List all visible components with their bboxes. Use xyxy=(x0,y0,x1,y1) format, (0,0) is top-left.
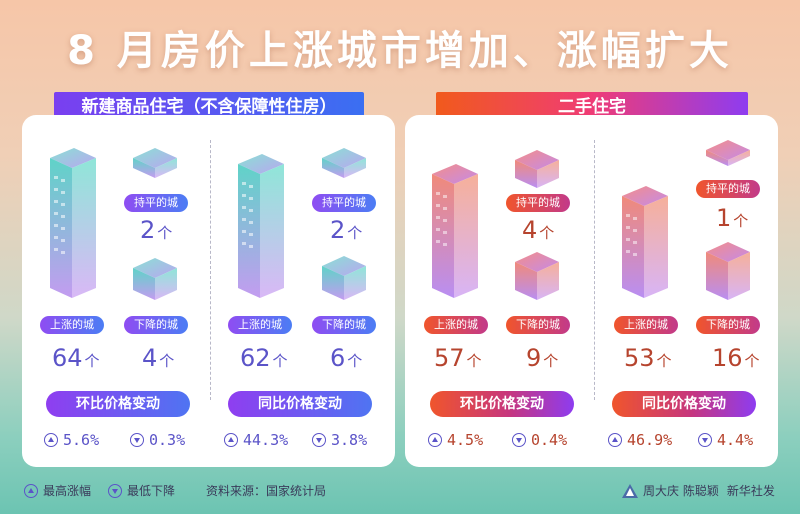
triangle-down-circle-icon xyxy=(512,433,526,447)
flat-cities-tag: 持平的城市 xyxy=(124,194,188,227)
up-cities-tag: 上涨的城市 xyxy=(228,316,292,349)
down-cities-tag: 下降的城市 xyxy=(506,316,570,349)
flat-cities-tag: 持平的城市 xyxy=(312,194,376,227)
mom-change-pill: 环比价格变动 xyxy=(46,391,190,417)
up-cities-count: 62 个 xyxy=(240,344,288,372)
triangle-up-circle-icon xyxy=(224,433,238,447)
credit: 周大庆 陈聪颖 新华社发 xyxy=(622,482,775,499)
flat-cube-icon xyxy=(133,148,177,178)
mom-change-pill: 环比价格变动 xyxy=(430,391,574,417)
right-panel-divider xyxy=(594,140,595,400)
triangle-down-circle-icon xyxy=(130,433,144,447)
max-rise-value: 46.9% xyxy=(608,431,672,449)
down-cube-icon xyxy=(515,252,559,300)
flat-cube-icon xyxy=(515,150,559,188)
down-cities-count: 16 个 xyxy=(712,344,760,372)
yoy-change-pill: 同比价格变动 xyxy=(612,391,756,417)
yoy-change-pill: 同比价格变动 xyxy=(228,391,372,417)
up-cities-count: 64 个 xyxy=(52,344,100,372)
down-cube-icon xyxy=(706,242,750,300)
page-title: 8 月房价上涨城市增加、涨幅扩大 xyxy=(67,28,733,74)
triangle-up-circle-icon xyxy=(608,433,622,447)
down-cities-tag: 下降的城市 xyxy=(312,316,376,349)
legend-min: 最低下降 xyxy=(108,482,175,499)
triangle-down-circle-icon xyxy=(108,483,122,498)
flat-cube-icon xyxy=(322,148,366,178)
up-cities-tag: 上涨的城市 xyxy=(40,316,104,349)
min-drop-value: 4.4% xyxy=(698,431,753,449)
source-note: 资料来源：国家统计局 xyxy=(206,484,327,498)
xinhua-logo-icon xyxy=(622,483,638,498)
up-cities-tag: 上涨的城市 xyxy=(424,316,488,349)
max-rise-value: 5.6% xyxy=(44,431,99,449)
tall-building-icon xyxy=(50,148,96,298)
up-cities-count: 57 个 xyxy=(434,344,482,372)
min-drop-value: 0.4% xyxy=(512,431,567,449)
down-cube-icon xyxy=(322,256,366,300)
max-rise-value: 4.5% xyxy=(428,431,483,449)
triangle-up-circle-icon xyxy=(428,433,442,447)
min-drop-value: 0.3% xyxy=(130,431,185,449)
tall-building-icon xyxy=(238,154,284,298)
flat-cities-tag: 持平的城市 xyxy=(506,194,570,227)
triangle-up-circle-icon xyxy=(24,483,38,498)
down-cube-icon xyxy=(133,258,177,300)
flat-cube-icon xyxy=(706,140,750,166)
up-cities-count: 53 个 xyxy=(624,344,672,372)
triangle-down-circle-icon xyxy=(698,433,712,447)
triangle-down-circle-icon xyxy=(312,433,326,447)
down-cities-tag: 下降的城市 xyxy=(124,316,188,349)
max-rise-value: 44.3% xyxy=(224,431,288,449)
min-drop-value: 3.8% xyxy=(312,431,367,449)
down-cities-tag: 下降的城市 xyxy=(696,316,760,349)
legend-max: 最高涨幅 xyxy=(24,482,91,499)
flat-cities-tag: 持平的城市 xyxy=(696,180,760,213)
left-panel-divider xyxy=(210,140,211,400)
tall-building-icon xyxy=(622,186,668,298)
up-cities-tag: 上涨的城市 xyxy=(614,316,678,349)
tall-building-icon xyxy=(432,164,478,298)
triangle-up-circle-icon xyxy=(44,433,58,447)
